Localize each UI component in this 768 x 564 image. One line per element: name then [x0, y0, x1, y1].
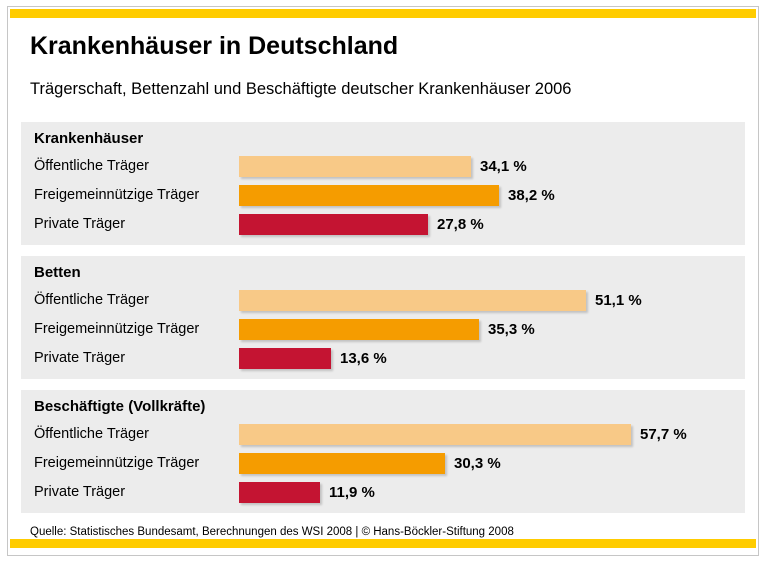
bar-row: Öffentliche Träger 34,1 %	[34, 156, 745, 177]
bar-label: Freigemeinnützige Träger	[34, 321, 200, 337]
bar-area: 34,1 %	[239, 156, 745, 177]
bar-row: Öffentliche Träger 57,7 %	[34, 424, 745, 445]
chart-subtitle: Trägerschaft, Bettenzahl und Beschäftigt…	[30, 80, 572, 98]
bar-value: 35,3 %	[488, 321, 535, 338]
bar-row: Öffentliche Träger 51,1 %	[34, 290, 745, 311]
bar-area: 30,3 %	[239, 453, 745, 474]
bar-area: 35,3 %	[239, 319, 745, 340]
chart-frame: Krankenhäuser in Deutschland Trägerschaf…	[7, 6, 759, 556]
bar-area: 27,8 %	[239, 214, 745, 235]
bar-label: Private Träger	[34, 484, 126, 500]
bar-value: 13,6 %	[340, 350, 387, 367]
bar	[239, 185, 499, 206]
bar	[239, 319, 479, 340]
bar-area: 13,6 %	[239, 348, 745, 369]
chart-group: Krankenhäuser Öffentliche Träger 34,1 % Fre…	[21, 122, 745, 245]
bar-row: Freigemeinnützige Träger 38,2 %	[34, 185, 745, 206]
bar-area: 11,9 %	[239, 482, 745, 503]
bar	[239, 453, 445, 474]
bar-row: Private Träger 11,9 %	[34, 482, 745, 503]
top-accent-band	[10, 9, 756, 18]
bar-value: 27,8 %	[437, 216, 484, 233]
bar-value: 51,1 %	[595, 292, 642, 309]
chart-title: Krankenhäuser in Deutschland	[30, 32, 399, 60]
chart-group: Beschäftigte (Vollkräfte) Öffentliche Trä…	[21, 390, 745, 513]
bar	[239, 482, 320, 503]
bar-value: 30,3 %	[454, 455, 501, 472]
bar-area: 38,2 %	[239, 185, 745, 206]
group-title: Beschäftigte (Vollkräfte)	[34, 398, 206, 415]
bar	[239, 424, 631, 445]
bar-row: Freigemeinnützige Träger 35,3 %	[34, 319, 745, 340]
bar-label: Private Träger	[34, 216, 126, 232]
source-note: Quelle: Statistisches Bundesamt, Berechn…	[30, 526, 514, 538]
bar-label: Freigemeinnützige Träger	[34, 455, 200, 471]
bar-row: Private Träger 13,6 %	[34, 348, 745, 369]
bar-label: Öffentliche Träger	[34, 426, 149, 442]
bar-value: 34,1 %	[480, 158, 527, 175]
bottom-accent-band	[10, 539, 756, 548]
bar-area: 57,7 %	[239, 424, 745, 445]
bar-label: Freigemeinnützige Träger	[34, 187, 200, 203]
bar-value: 11,9 %	[329, 484, 375, 501]
bar-area: 51,1 %	[239, 290, 745, 311]
bar	[239, 290, 586, 311]
group-title: Krankenhäuser	[34, 130, 144, 147]
bar-row: Private Träger 27,8 %	[34, 214, 745, 235]
bar	[239, 348, 331, 369]
chart-content: Krankenhäuser in Deutschland Trägerschaf…	[21, 18, 745, 539]
bar	[239, 156, 471, 177]
bar-row: Freigemeinnützige Träger 30,3 %	[34, 453, 745, 474]
group-title: Betten	[34, 264, 81, 281]
bar	[239, 214, 428, 235]
bar-label: Private Träger	[34, 350, 126, 366]
bar-value: 38,2 %	[508, 187, 555, 204]
bar-value: 57,7 %	[640, 426, 687, 443]
bar-label: Öffentliche Träger	[34, 158, 149, 174]
chart-group: Betten Öffentliche Träger 51,1 % Freigemein…	[21, 256, 745, 379]
chart-groups: Krankenhäuser Öffentliche Träger 34,1 % Fre…	[21, 122, 745, 513]
bar-label: Öffentliche Träger	[34, 292, 149, 308]
